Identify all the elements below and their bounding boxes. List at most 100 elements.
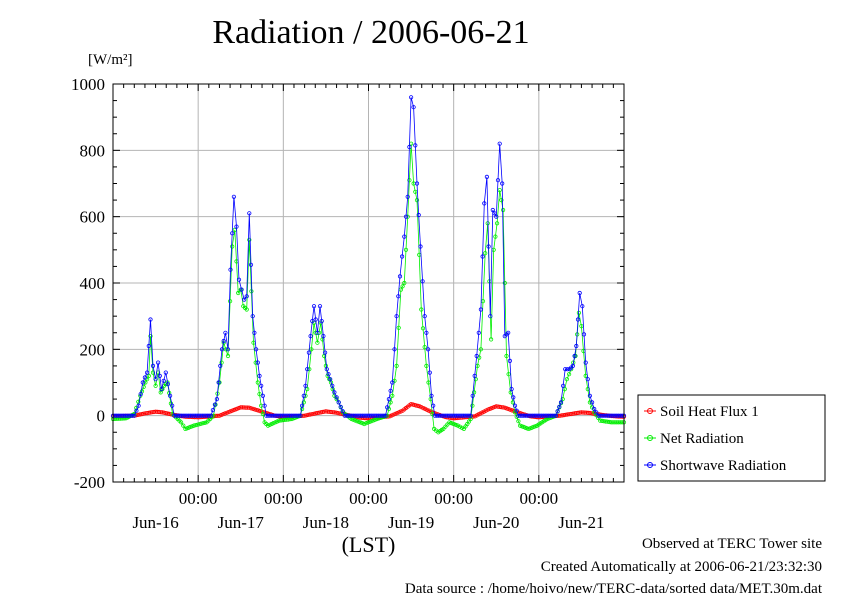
data-point [506, 330, 511, 335]
data-point [424, 330, 429, 335]
data-point [394, 363, 399, 368]
data-point [221, 338, 226, 344]
data-point [407, 144, 412, 150]
data-point [490, 207, 495, 213]
data-point [594, 410, 599, 415]
data-point [236, 290, 241, 296]
data-point [508, 407, 513, 412]
data-point [319, 318, 324, 324]
data-point [134, 408, 139, 413]
data-point [255, 360, 260, 365]
data-point [369, 418, 374, 424]
y-tick-label: -200 [74, 473, 105, 492]
footer-source: Data source : /home/hoivo/new/TERC-data/… [404, 581, 822, 597]
data-point [500, 181, 505, 186]
data-point [214, 396, 219, 402]
data-point [519, 411, 524, 416]
data-point [354, 418, 359, 424]
data-point [407, 178, 412, 183]
data-point [225, 353, 231, 359]
data-point [252, 330, 257, 335]
legend-label: Net Radiation [660, 431, 744, 447]
x-tick-label: 00:00 [264, 489, 303, 508]
data-point [476, 330, 481, 335]
data-point [416, 212, 421, 218]
data-point [231, 194, 236, 199]
y-tick-label: 1000 [71, 75, 105, 94]
data-point [296, 413, 301, 418]
data-point [230, 231, 235, 236]
data-point [471, 414, 476, 419]
data-point [390, 380, 395, 385]
data-point [575, 317, 581, 322]
data-point [244, 294, 249, 299]
data-point [242, 297, 247, 302]
data-point [577, 290, 582, 296]
data-point [402, 234, 407, 239]
data-point [492, 211, 497, 216]
data-point [257, 391, 262, 397]
data-point [142, 375, 147, 380]
data-point [146, 373, 151, 378]
data-point [236, 277, 242, 282]
data-point [516, 419, 521, 424]
data-point [587, 400, 593, 405]
data-point [425, 347, 431, 352]
data-point [148, 333, 153, 339]
data-point [557, 404, 562, 409]
data-point [260, 393, 265, 398]
data-point [392, 347, 397, 352]
data-point [507, 358, 512, 363]
data-point [565, 367, 570, 372]
data-point [191, 423, 196, 428]
data-point [495, 178, 501, 183]
legend-marker [647, 435, 653, 441]
y-tick-label: 200 [80, 340, 106, 359]
data-point [509, 408, 515, 413]
data-point [500, 207, 506, 213]
data-point [506, 372, 511, 377]
data-point [256, 408, 261, 413]
legend-label: Soil Heat Flux 1 [660, 404, 759, 420]
data-point [153, 383, 158, 388]
data-point [411, 105, 416, 110]
data-point [420, 279, 425, 284]
legend-marker [647, 408, 653, 414]
data-point [332, 410, 337, 415]
data-point [138, 391, 143, 397]
data-point [308, 333, 313, 339]
data-point [592, 406, 597, 412]
legend-box [637, 394, 826, 482]
data-point [302, 413, 307, 418]
y-tick-label: 800 [80, 141, 106, 160]
data-point [482, 201, 487, 206]
data-point [250, 314, 255, 319]
data-point [223, 347, 228, 352]
data-point [157, 373, 162, 378]
data-point [255, 380, 260, 385]
data-point [150, 363, 156, 368]
data-point [486, 244, 491, 249]
data-point [228, 267, 233, 272]
data-point [564, 377, 570, 382]
y-tick-label: 0 [97, 407, 106, 426]
data-point [472, 373, 477, 378]
data-point [562, 386, 567, 392]
data-point [403, 247, 409, 252]
data-point [512, 403, 518, 408]
x-date-label: Jun-17 [218, 513, 265, 532]
footer-observed: Observed at TERC Tower site [641, 536, 822, 552]
data-point [589, 400, 595, 405]
y-tick-label: 400 [80, 274, 106, 293]
x-tick-label: 00:00 [519, 489, 558, 508]
data-point [497, 188, 502, 193]
data-point [216, 380, 221, 385]
data-point [511, 395, 516, 400]
data-point [257, 373, 262, 378]
data-point [146, 343, 151, 349]
data-point [230, 244, 235, 249]
data-point [558, 400, 564, 405]
data-point [228, 299, 233, 304]
data-point [225, 347, 231, 352]
legend-label: Shortwave Radiation [660, 458, 787, 474]
